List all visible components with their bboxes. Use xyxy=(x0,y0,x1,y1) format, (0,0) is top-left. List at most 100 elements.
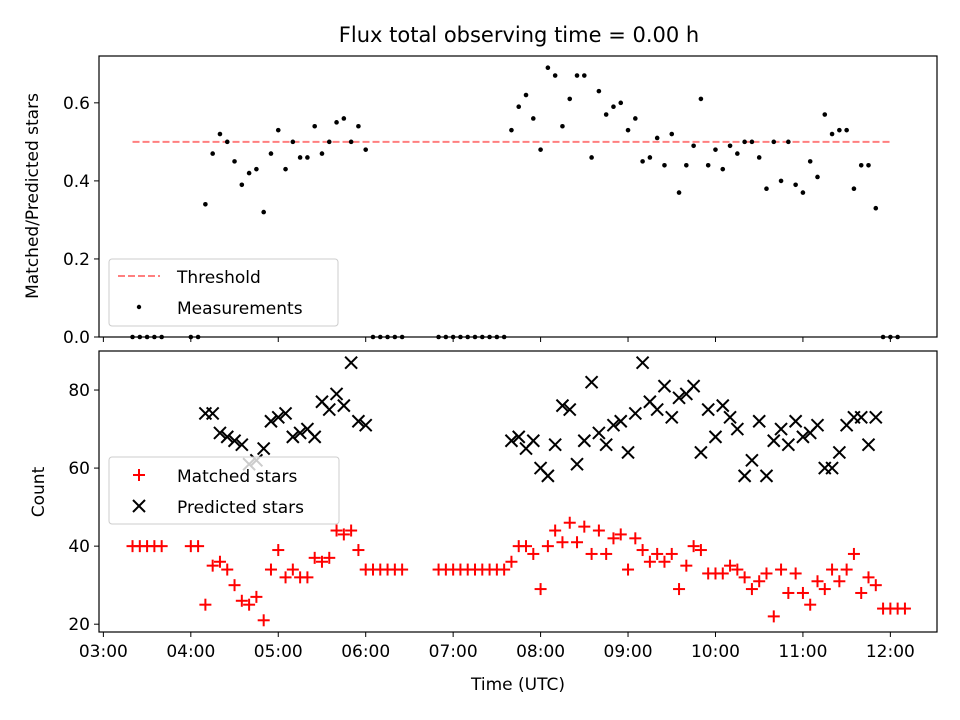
matched-star-point xyxy=(549,524,562,537)
measurement-point xyxy=(727,143,733,149)
matched-star-points xyxy=(126,516,911,627)
ratio-legend-frame xyxy=(108,258,339,327)
matched-star-point xyxy=(498,563,511,576)
matched-star-point xyxy=(534,583,547,596)
predicted-star-point xyxy=(271,410,285,425)
predicted-star-point xyxy=(526,434,541,448)
predicted-star-point xyxy=(657,379,672,393)
matched-star-point xyxy=(716,567,729,580)
measurement-point xyxy=(531,116,536,121)
measurement-point xyxy=(698,96,704,102)
matched-star-point xyxy=(658,555,671,568)
matched-star-point xyxy=(556,536,569,549)
ratio-y-tick-label: 0.2 xyxy=(63,250,90,270)
ratio-y-axis-label: Matched/Predicted stars xyxy=(23,93,43,299)
time-x-tick-label: 10:00 xyxy=(691,642,740,662)
predicted-star-point xyxy=(599,437,613,452)
measurement-point xyxy=(669,131,675,137)
matched-star-point xyxy=(724,559,737,572)
predicted-star-point xyxy=(504,434,519,448)
measurement-point xyxy=(232,159,237,164)
predicted-star-point xyxy=(781,437,796,452)
matched-star-point xyxy=(643,555,656,568)
predicted-star-point xyxy=(716,398,730,413)
measurement-point xyxy=(625,127,631,133)
measurement-point xyxy=(705,162,711,168)
predicted-star-point xyxy=(555,398,570,413)
matched-star-point xyxy=(396,563,409,576)
matched-star-point xyxy=(505,555,518,568)
matched-star-point xyxy=(847,547,860,560)
measurement-point xyxy=(203,202,208,207)
matched-star-point xyxy=(308,551,321,564)
measurement-point xyxy=(589,155,594,160)
measurement-point xyxy=(254,166,259,172)
matched-legend-label: Matched stars xyxy=(177,467,297,487)
count-y-tick-label: 80 xyxy=(68,381,90,401)
predicted-star-point xyxy=(708,430,723,444)
measurement-point xyxy=(633,116,638,121)
predicted-star-point xyxy=(286,430,300,444)
measurement-point xyxy=(582,73,587,78)
matched-star-point xyxy=(898,602,911,615)
measurement-point xyxy=(210,151,215,156)
predicted-star-point xyxy=(745,453,759,467)
matched-star-point xyxy=(541,540,554,553)
predicted-star-point xyxy=(810,418,825,432)
measurement-point xyxy=(363,147,369,152)
measurement-point xyxy=(603,112,609,117)
predicted-star-point xyxy=(723,410,737,425)
measurement-point xyxy=(807,159,813,164)
time-x-tick-label: 08:00 xyxy=(516,642,565,662)
matched-star-point xyxy=(235,594,248,607)
measurement-point xyxy=(545,65,551,71)
predicted-star-point xyxy=(512,430,526,444)
ratio-y-axis: 0.0 0.2 0.4 0.6 xyxy=(63,94,99,348)
matched-star-point xyxy=(753,575,766,588)
matched-star-point xyxy=(571,536,584,549)
measurement-point xyxy=(574,73,580,78)
matched-star-point xyxy=(694,544,707,557)
predicted-star-point xyxy=(358,418,373,432)
measurement-point xyxy=(239,182,245,188)
predicted-star-point xyxy=(541,469,555,483)
predicted-star-point xyxy=(548,437,562,452)
time-x-axis-label: Time (UTC) xyxy=(470,675,565,695)
predicted-star-point xyxy=(796,430,810,444)
time-x-tick-label: 04:00 xyxy=(166,642,215,662)
measurement-point xyxy=(742,139,747,145)
predicted-star-point xyxy=(861,437,876,452)
measurement-point xyxy=(793,182,798,188)
predicted-star-point xyxy=(351,414,366,428)
measurement-point xyxy=(691,143,696,149)
measurement-point xyxy=(866,162,871,168)
predicted-star-point xyxy=(584,375,599,389)
measurement-point xyxy=(596,88,602,94)
time-x-tick-label: 11:00 xyxy=(778,642,827,662)
time-x-tick-label: 12:00 xyxy=(866,642,915,662)
count-y-tick-label: 20 xyxy=(68,615,90,635)
measurement-point xyxy=(297,155,303,160)
count-legend-frame xyxy=(108,456,340,525)
count-legend: Matched stars Predicted stars xyxy=(108,456,340,525)
matched-star-point xyxy=(213,555,226,568)
measurement-point xyxy=(326,139,332,145)
measurement-point xyxy=(356,123,361,129)
predicted-star-point xyxy=(752,414,766,428)
predicted-star-point xyxy=(686,379,701,393)
predicted-star-point xyxy=(592,426,606,440)
measurement-point xyxy=(786,139,791,145)
measurement-point xyxy=(275,127,281,133)
measurement-point xyxy=(778,178,784,184)
matched-star-point xyxy=(243,598,256,611)
predicted-star-point xyxy=(825,461,839,475)
measurement-points xyxy=(130,65,900,340)
matched-star-point xyxy=(221,563,234,576)
matched-star-point xyxy=(869,579,882,592)
matched-star-point xyxy=(789,567,802,580)
threshold-legend-label: Threshold xyxy=(176,268,261,288)
matched-star-point xyxy=(301,571,314,584)
matched-star-point xyxy=(614,528,627,541)
predicted-star-point xyxy=(322,402,336,417)
figure-title: Flux total observing time = 0.00 h xyxy=(339,23,699,47)
